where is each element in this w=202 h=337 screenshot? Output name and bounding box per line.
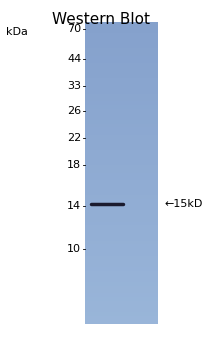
Bar: [85, 199, 158, 203]
Bar: [85, 241, 158, 244]
Bar: [85, 161, 158, 165]
Bar: [85, 135, 158, 139]
Bar: [85, 263, 158, 267]
Text: 44: 44: [67, 54, 81, 64]
Bar: [85, 113, 158, 116]
Text: 14: 14: [67, 201, 81, 211]
Bar: [85, 52, 158, 56]
Bar: [85, 222, 158, 225]
Bar: [85, 244, 158, 248]
Bar: [85, 94, 158, 97]
Bar: [85, 127, 158, 131]
Text: 22: 22: [67, 133, 81, 143]
Bar: [85, 154, 158, 158]
Bar: [85, 248, 158, 252]
Bar: [85, 105, 158, 109]
Bar: [85, 286, 158, 289]
Bar: [85, 180, 158, 184]
Bar: [85, 293, 158, 297]
Bar: [85, 63, 158, 67]
Text: 26: 26: [67, 106, 81, 116]
Bar: [85, 218, 158, 222]
Bar: [85, 101, 158, 105]
Bar: [85, 312, 158, 316]
Bar: [85, 48, 158, 52]
Bar: [85, 90, 158, 94]
Bar: [85, 116, 158, 120]
Bar: [85, 56, 158, 60]
Bar: [85, 26, 158, 29]
Bar: [85, 195, 158, 199]
Bar: [85, 158, 158, 161]
Bar: [85, 278, 158, 282]
Bar: [85, 177, 158, 180]
Bar: [85, 139, 158, 143]
Text: 70: 70: [67, 24, 81, 34]
Text: Western Blot: Western Blot: [52, 12, 150, 27]
Bar: [85, 289, 158, 293]
Bar: [85, 165, 158, 169]
Bar: [85, 316, 158, 320]
Text: ←15kDa: ←15kDa: [164, 199, 202, 209]
Bar: [85, 97, 158, 101]
Text: 10: 10: [67, 244, 81, 254]
Bar: [85, 150, 158, 154]
Bar: [85, 210, 158, 214]
Bar: [85, 29, 158, 33]
Bar: [85, 75, 158, 79]
Bar: [85, 271, 158, 275]
Bar: [85, 275, 158, 278]
Bar: [85, 308, 158, 312]
Bar: [85, 301, 158, 305]
Text: kDa: kDa: [6, 27, 28, 37]
Bar: [85, 22, 158, 26]
Bar: [85, 229, 158, 233]
Bar: [85, 109, 158, 113]
Bar: [85, 256, 158, 259]
Text: 33: 33: [67, 81, 81, 91]
Bar: [85, 67, 158, 71]
Bar: [85, 237, 158, 241]
Bar: [85, 252, 158, 256]
Bar: [85, 41, 158, 44]
Bar: [85, 225, 158, 229]
Bar: [85, 120, 158, 124]
Bar: [85, 33, 158, 37]
Bar: [85, 203, 158, 207]
Bar: [85, 188, 158, 191]
Bar: [85, 146, 158, 150]
Bar: [85, 169, 158, 173]
Bar: [85, 131, 158, 135]
Bar: [85, 267, 158, 271]
Bar: [85, 79, 158, 82]
Bar: [85, 44, 158, 48]
Bar: [85, 259, 158, 263]
Bar: [85, 86, 158, 90]
Bar: [85, 37, 158, 41]
Bar: [85, 214, 158, 218]
Bar: [85, 184, 158, 188]
Bar: [85, 173, 158, 177]
Bar: [85, 282, 158, 286]
Bar: [85, 207, 158, 210]
Bar: [85, 60, 158, 63]
Bar: [85, 320, 158, 324]
Bar: [85, 191, 158, 195]
Bar: [85, 143, 158, 146]
Bar: [85, 305, 158, 308]
Text: 18: 18: [67, 160, 81, 170]
Bar: [85, 124, 158, 127]
Bar: [85, 82, 158, 86]
Bar: [85, 233, 158, 237]
Bar: [85, 71, 158, 75]
Bar: [85, 297, 158, 301]
